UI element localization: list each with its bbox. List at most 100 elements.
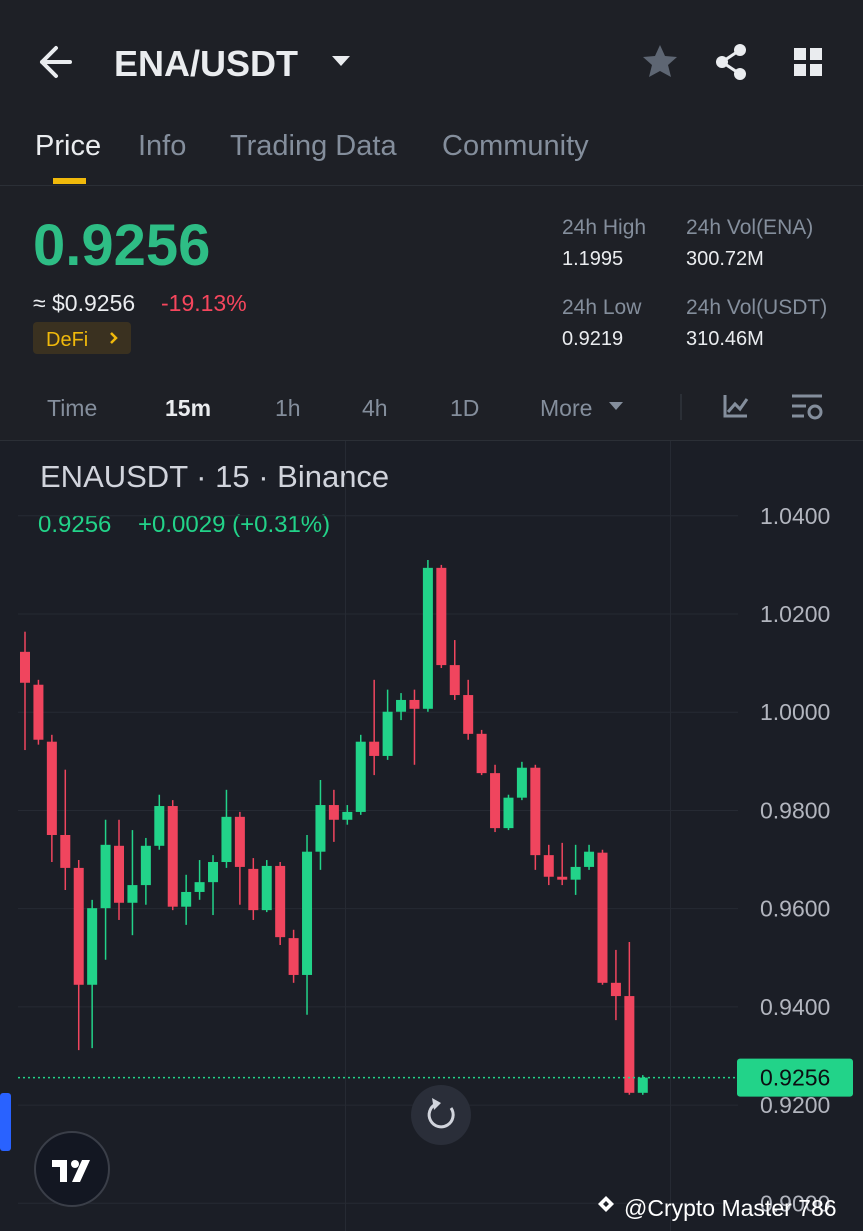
legend-change: +0.0029 (+0.31%) xyxy=(138,511,330,538)
reset-button[interactable] xyxy=(411,1085,471,1145)
candle-body xyxy=(302,851,313,975)
divider xyxy=(0,185,863,186)
candle-body xyxy=(382,711,393,756)
candle-body xyxy=(610,982,621,997)
y-tick-label: 1.0000 xyxy=(760,699,830,725)
tag-label: DeFi xyxy=(46,329,88,351)
candle-body xyxy=(315,805,326,852)
back-arrow xyxy=(40,46,72,78)
candle-body xyxy=(140,845,151,886)
candle-body xyxy=(624,996,635,1093)
tab[interactable]: Community xyxy=(442,130,589,162)
candle-body xyxy=(516,767,527,798)
candle-body xyxy=(369,741,380,756)
settings-icon[interactable] xyxy=(792,394,823,420)
candle-body xyxy=(60,835,71,868)
tradingview-logo[interactable] xyxy=(34,1131,110,1207)
y-tick-label: 0.9400 xyxy=(760,994,830,1020)
tab[interactable]: Trading Data xyxy=(230,130,397,162)
candle-body xyxy=(208,862,219,883)
share-icon[interactable] xyxy=(716,44,746,80)
tag-chevron xyxy=(110,332,118,344)
stat-label: 24h Vol(ENA) xyxy=(686,216,813,239)
candle-body xyxy=(127,885,138,903)
pair-title[interactable]: ENA/USDT xyxy=(114,43,298,84)
settings-gear xyxy=(807,404,823,420)
interval[interactable]: 1D xyxy=(450,395,479,421)
candle-body xyxy=(167,806,178,907)
candle-body xyxy=(503,797,514,829)
candle-body xyxy=(194,882,205,892)
last-price-tag xyxy=(737,1058,853,1097)
y-tick-label: 0.9800 xyxy=(760,797,830,823)
interval[interactable]: More xyxy=(540,395,592,421)
candle-body xyxy=(33,684,44,740)
stat-label: 24h Low xyxy=(562,296,642,319)
candle-body xyxy=(342,811,353,820)
candle-body xyxy=(436,567,447,666)
candle-body xyxy=(46,741,57,835)
stat-value: 1.1995 xyxy=(562,248,623,270)
candle-body xyxy=(114,845,125,903)
candle-body xyxy=(73,867,84,985)
time-grid-line xyxy=(345,441,346,1231)
legend-last: 0.9256 xyxy=(38,511,111,538)
candle-body xyxy=(584,851,595,867)
stat-value: 300.72M xyxy=(686,248,764,270)
interval[interactable]: 4h xyxy=(362,395,388,421)
reset-arc xyxy=(427,1102,455,1129)
watermark-logo xyxy=(598,1196,614,1212)
interval[interactable]: Time xyxy=(47,395,97,421)
y-tick-label: 0.9000 xyxy=(760,1190,830,1216)
reset-circle xyxy=(411,1085,471,1145)
grid-cell xyxy=(810,64,822,76)
side-tab[interactable] xyxy=(0,1093,11,1151)
y-tick-label: 1.0400 xyxy=(760,503,830,529)
sector-tag[interactable]: DeFi xyxy=(33,322,131,354)
reset-arrowhead xyxy=(432,1098,441,1110)
y-tick-label: 1.0200 xyxy=(760,601,830,627)
separator xyxy=(680,394,682,420)
tag-background xyxy=(33,322,131,354)
candle-body xyxy=(234,816,245,867)
tab-indicator xyxy=(53,178,86,184)
price-change: -19.13% xyxy=(161,290,247,316)
time-grid-line xyxy=(670,441,671,1231)
pair-caret[interactable] xyxy=(332,56,350,66)
candle-body xyxy=(597,852,608,983)
candle-body xyxy=(154,806,165,846)
settings-lines xyxy=(792,394,822,418)
watermark: @Crypto Master 786 xyxy=(624,1195,837,1221)
grid-cell xyxy=(810,48,822,60)
candle-body xyxy=(355,741,366,812)
tab[interactable]: Info xyxy=(138,130,186,162)
y-tick-label: 0.9600 xyxy=(760,896,830,922)
share-links xyxy=(719,48,741,76)
candle-body xyxy=(396,699,407,712)
back-button[interactable] xyxy=(40,46,72,78)
stat-value: 310.46M xyxy=(686,328,764,350)
candle-body xyxy=(637,1077,648,1093)
interval[interactable]: 15m xyxy=(165,395,211,421)
candle-body xyxy=(570,866,581,880)
tab[interactable]: Price xyxy=(35,130,101,162)
approx-price: ≈ $0.9256 xyxy=(33,290,135,316)
divider xyxy=(0,440,863,441)
indicator-icon[interactable] xyxy=(723,395,749,418)
candle-body xyxy=(422,567,433,709)
candle-body xyxy=(288,938,299,975)
last-price-label: 0.9256 xyxy=(760,1065,830,1091)
candle-body xyxy=(248,868,259,911)
chart-title: ENAUSDT · 15 · Binance xyxy=(40,459,389,494)
candle-body xyxy=(476,733,487,774)
grid-icon[interactable] xyxy=(794,48,822,76)
candle-body xyxy=(87,908,98,985)
candle-body xyxy=(181,891,192,907)
logo-circle xyxy=(34,1131,110,1207)
candle-body xyxy=(100,844,111,909)
favorite-star[interactable] xyxy=(643,45,677,77)
stat-label: 24h High xyxy=(562,216,646,239)
more-caret[interactable] xyxy=(609,402,623,410)
interval[interactable]: 1h xyxy=(275,395,301,421)
